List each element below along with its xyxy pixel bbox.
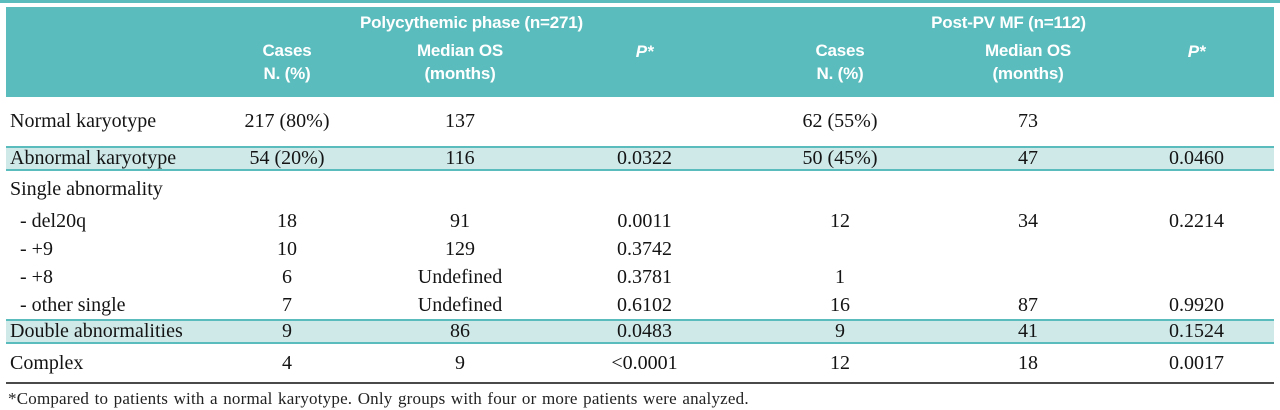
cell: 86 — [374, 319, 546, 344]
cell: 12 — [830, 209, 850, 232]
cell — [937, 170, 1119, 207]
cell: 50 (45%) — [743, 146, 937, 171]
cell — [937, 263, 1119, 291]
cell: 41 — [937, 319, 1119, 344]
cell: 0.9920 — [1169, 293, 1224, 316]
table-row-normal-karyotype: Normal karyotype 217 (80%) 137 62 (55%) … — [6, 97, 1274, 147]
cell: Undefined — [417, 293, 503, 316]
cell — [1119, 235, 1274, 263]
col-header-p-1: P* — [546, 39, 743, 97]
cell: 0.3742 — [617, 237, 672, 260]
group-header-row: Polycythemic phase (n=271) Post-PV MF (n… — [6, 7, 1274, 39]
cell: 9 — [200, 319, 374, 344]
header-spacer — [6, 7, 200, 39]
cell — [546, 97, 743, 147]
cell: 12 — [830, 351, 850, 374]
cell: 9 — [743, 319, 937, 344]
cell: 9 — [455, 351, 465, 374]
cell — [1119, 170, 1274, 207]
table-body: Normal karyotype 217 (80%) 137 62 (55%) … — [6, 97, 1274, 382]
cell: 7 — [282, 293, 292, 316]
cell: 0.3781 — [617, 265, 672, 288]
table-row-complex: Complex 4 9 <0.0001 12 18 0.0017 — [6, 343, 1274, 382]
cell: 62 (55%) — [802, 110, 878, 132]
cell: Undefined — [417, 265, 503, 288]
cell: 16 — [830, 293, 850, 316]
col-header-cases-1: Cases N. (%) — [200, 39, 374, 97]
table-row-del20q: - del20q 18 91 0.0011 12 34 0.2214 — [6, 207, 1274, 235]
karyotype-survival-table: Polycythemic phase (n=271) Post-PV MF (n… — [6, 7, 1274, 382]
col-header-median-os-1: Median OS (months) — [374, 39, 546, 97]
table-row-single-abnormality: Single abnormality — [6, 170, 1274, 207]
group-title-polycythemic: Polycythemic phase (n=271) — [200, 7, 743, 39]
cell: 217 (80%) — [244, 110, 330, 132]
table-row-plus9: - +9 10 129 0.3742 — [6, 235, 1274, 263]
cell: 0.0483 — [546, 319, 743, 344]
footnote-rule — [6, 382, 1274, 384]
col-header-cases-2: Cases N. (%) — [743, 39, 937, 97]
cell: 18 — [1018, 351, 1038, 374]
cell — [937, 235, 1119, 263]
footnote-text: *Compared to patients with a normal kary… — [8, 389, 749, 408]
table-row-other-single: - other single 7 Undefined 0.6102 16 87 … — [6, 291, 1274, 320]
cell: 10 — [277, 237, 297, 260]
cell — [546, 170, 743, 207]
cell: 0.1524 — [1119, 319, 1274, 344]
table-row-plus8: - +8 6 Undefined 0.3781 1 — [6, 263, 1274, 291]
row-label: - +8 — [20, 265, 53, 288]
cell: 6 — [282, 265, 292, 288]
cell — [743, 170, 937, 207]
table-row-double-abnormalities: Double abnormalities 9 86 0.0483 9 41 0.… — [6, 319, 1274, 344]
col-header-p-2: P* — [1119, 39, 1274, 97]
cell: 1 — [835, 265, 845, 288]
cell: 47 — [937, 146, 1119, 171]
cell — [1119, 97, 1274, 147]
column-header-row: Cases N. (%) Median OS (months) P* Cases… — [6, 39, 1274, 97]
cell: 129 — [445, 237, 475, 260]
cell: 0.0460 — [1119, 146, 1274, 171]
cell: 87 — [1018, 293, 1038, 316]
cell — [1119, 263, 1274, 291]
table-row-abnormal-karyotype: Abnormal karyotype 54 (20%) 116 0.0322 5… — [6, 146, 1274, 171]
header-spacer — [6, 39, 200, 97]
cell: 0.0011 — [617, 209, 672, 232]
cell: 73 — [1018, 110, 1038, 132]
row-label: Double abnormalities — [6, 319, 200, 344]
cell: 34 — [1018, 209, 1038, 232]
cell: 0.0017 — [1169, 351, 1224, 374]
group-title-postpv-mf: Post-PV MF (n=112) — [743, 7, 1274, 39]
cell — [743, 235, 937, 263]
row-label: - +9 — [20, 237, 53, 260]
row-label: - other single — [20, 293, 126, 316]
cell: <0.0001 — [611, 351, 678, 374]
cell: 0.2214 — [1169, 209, 1224, 232]
cell: 0.6102 — [617, 293, 672, 316]
cell — [200, 170, 374, 207]
cell: 18 — [277, 209, 297, 232]
table-header: Polycythemic phase (n=271) Post-PV MF (n… — [6, 7, 1274, 97]
cell: 91 — [450, 209, 470, 232]
row-label: - del20q — [20, 209, 87, 232]
cell — [374, 170, 546, 207]
row-label: Single abnormality — [10, 177, 163, 200]
cell: 4 — [282, 351, 292, 374]
col-header-median-os-2: Median OS (months) — [937, 39, 1119, 97]
row-label: Normal karyotype — [10, 110, 157, 132]
row-label: Abnormal karyotype — [6, 146, 200, 171]
cell: 116 — [374, 146, 546, 171]
row-label: Complex — [10, 351, 84, 374]
cell: 0.0322 — [546, 146, 743, 171]
cell: 137 — [445, 110, 475, 132]
cell: 54 (20%) — [200, 146, 374, 171]
table-wrapper: Polycythemic phase (n=271) Post-PV MF (n… — [6, 7, 1274, 382]
top-divider-strip — [0, 0, 1280, 3]
